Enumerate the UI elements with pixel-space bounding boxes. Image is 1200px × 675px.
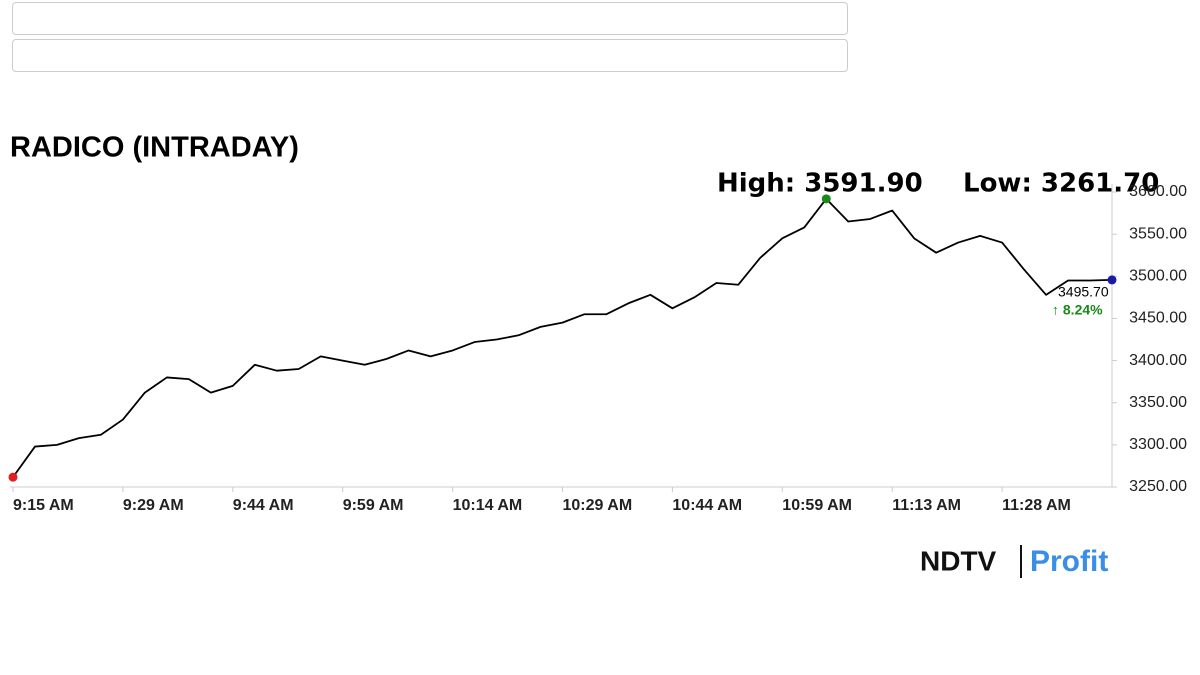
x-tick-label: 11:13 AM — [892, 497, 961, 514]
y-tick-label: 3550.00 — [1129, 225, 1187, 242]
x-tick-label: 9:44 AM — [233, 497, 294, 514]
y-tick-label: 3250.00 — [1129, 478, 1187, 495]
low-label: Low: 3261.70 — [963, 169, 1159, 199]
x-tick-label: 10:44 AM — [672, 497, 742, 514]
last-label: 3495.70 — [1058, 284, 1109, 300]
price-line — [12, 197, 1113, 478]
high-label: High: 3591.90 — [717, 169, 923, 199]
x-tick-label: 11:28 AM — [1002, 497, 1071, 514]
change-label: ↑ 8.24% — [1052, 302, 1103, 318]
y-tick-label: 3450.00 — [1129, 310, 1187, 327]
brand: NDTV — [920, 545, 997, 576]
x-tick-label: 10:14 AM — [453, 497, 523, 514]
y-tick-label: 3300.00 — [1129, 436, 1187, 453]
y-tick-label: 3500.00 — [1129, 268, 1187, 285]
x-tick-label: 9:29 AM — [123, 497, 184, 514]
x-tick-label: 9:15 AM — [13, 497, 74, 514]
chart-title: RADICO (INTRADAY) — [10, 132, 299, 164]
y-tick-label: 3400.00 — [1129, 352, 1187, 369]
last-marker — [1107, 275, 1117, 285]
input-box[interactable] — [12, 2, 848, 35]
x-tick-label: 10:29 AM — [563, 497, 633, 514]
input-box[interactable] — [12, 39, 848, 72]
x-tick-label: 9:59 AM — [343, 497, 404, 514]
high-marker — [821, 194, 831, 204]
brand-sub: Profit — [1030, 545, 1108, 578]
y-tick-label: 3350.00 — [1129, 394, 1187, 411]
low-marker — [8, 472, 18, 482]
x-tick-label: 10:59 AM — [782, 497, 852, 514]
y-tick-label: 3600.00 — [1129, 183, 1187, 200]
